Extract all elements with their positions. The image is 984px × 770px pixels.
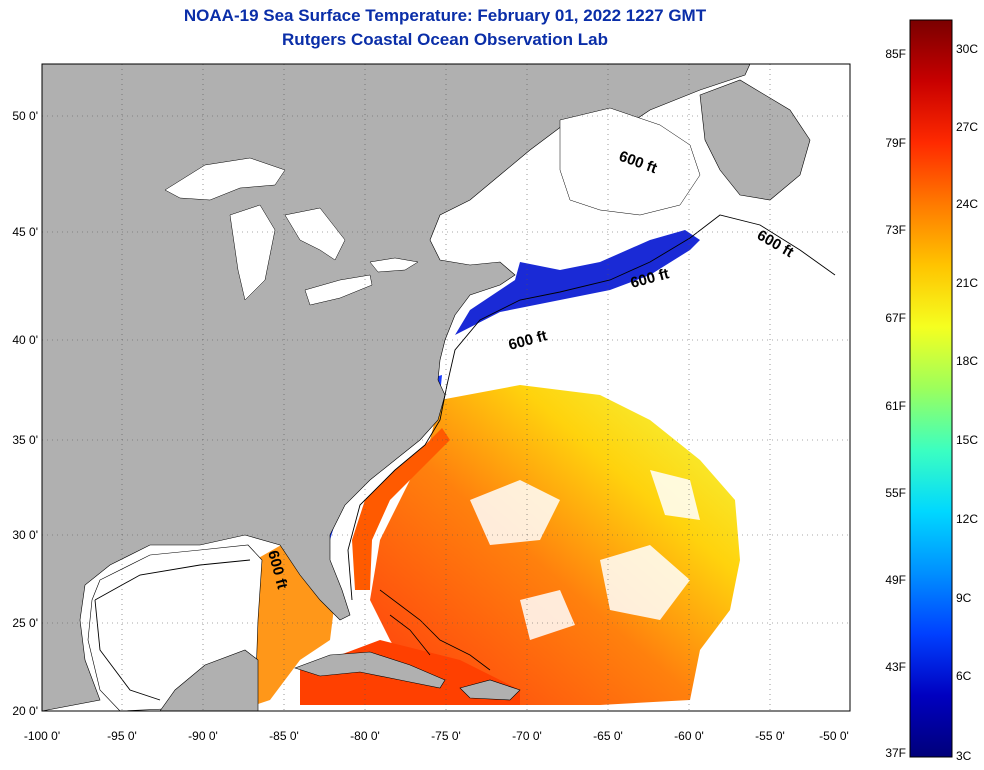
colorbar-c-label: 6C xyxy=(956,669,972,683)
great-lakes xyxy=(164,157,419,306)
colorbar-f-label: 79F xyxy=(885,136,906,150)
lon-tick-label: -55 0' xyxy=(755,729,785,743)
north-america-land xyxy=(42,64,751,711)
lon-axis: -100 0' -95 0' -90 0' -85 0' -80 0' -75 … xyxy=(24,729,849,743)
gulf-stream xyxy=(352,428,450,590)
colorbar-c-label: 18C xyxy=(956,354,978,368)
colorbar-f-label: 61F xyxy=(885,399,906,413)
newfoundland-land xyxy=(699,79,811,201)
lon-tick-label: -95 0' xyxy=(107,729,137,743)
bahamas-banks xyxy=(379,589,491,671)
colorbar xyxy=(909,19,953,758)
lon-tick-label: -90 0' xyxy=(188,729,218,743)
lat-tick-label: 35 0' xyxy=(12,433,38,447)
colorbar-f-label: 49F xyxy=(885,573,906,587)
colorbar-c-label: 3C xyxy=(956,749,972,763)
cloud-gap xyxy=(470,470,700,640)
colorbar-f-label: 37F xyxy=(885,746,906,760)
lat-tick-label: 20 0' xyxy=(12,704,38,718)
colorbar-c-label: 21C xyxy=(956,276,978,290)
isobath-600ft xyxy=(347,214,836,601)
lat-tick-label: 50 0' xyxy=(12,109,38,123)
lon-tick-label: -80 0' xyxy=(350,729,380,743)
lon-tick-label: -75 0' xyxy=(431,729,461,743)
lon-tick-label: -85 0' xyxy=(269,729,299,743)
colorbar-f-label: 85F xyxy=(885,47,906,61)
colorbar-celsius-labels: 30C 27C 24C 21C 18C 15C 12C 9C 6C 3C xyxy=(956,42,978,763)
colorbar-fahrenheit-labels: 85F 79F 73F 67F 61F 55F 49F 43F 37F xyxy=(885,47,906,760)
colorbar-f-label: 43F xyxy=(885,660,906,674)
colorbar-f-label: 67F xyxy=(885,311,906,325)
colorbar-c-label: 12C xyxy=(956,512,978,526)
lon-tick-label: -50 0' xyxy=(819,729,849,743)
colorbar-f-label: 73F xyxy=(885,223,906,237)
lon-tick-label: -65 0' xyxy=(593,729,623,743)
colorbar-f-label: 55F xyxy=(885,486,906,500)
cold-shelf-water-north xyxy=(455,230,700,335)
hispaniola-land xyxy=(459,679,521,701)
yucatan-land xyxy=(159,649,259,711)
lat-tick-label: 40 0' xyxy=(12,333,38,347)
lon-tick-label: -70 0' xyxy=(512,729,542,743)
map-subtitle: Rutgers Coastal Ocean Observation Lab xyxy=(282,30,608,49)
isobath-600ft-gulf xyxy=(94,559,251,701)
lat-tick-label: 45 0' xyxy=(12,225,38,239)
sst-warm-field xyxy=(370,385,740,705)
cuba-land xyxy=(294,651,446,689)
map-frame xyxy=(41,63,851,712)
lon-tick-label: -100 0' xyxy=(24,729,60,743)
colorbar-c-label: 30C xyxy=(956,42,978,56)
colorbar-c-label: 9C xyxy=(956,591,972,605)
map-title: NOAA-19 Sea Surface Temperature: Februar… xyxy=(183,6,707,25)
lat-axis: 20 0' 25 0' 30 0' 35 0' 40 0' 45 0' 50 0… xyxy=(12,109,38,718)
st-lawrence-gulf xyxy=(559,107,701,216)
lat-tick-label: 25 0' xyxy=(12,616,38,630)
colorbar-c-label: 27C xyxy=(956,120,978,134)
lat-tick-label: 30 0' xyxy=(12,528,38,542)
lon-tick-label: -60 0' xyxy=(674,729,704,743)
colorbar-c-label: 15C xyxy=(956,433,978,447)
colorbar-c-label: 24C xyxy=(956,197,978,211)
